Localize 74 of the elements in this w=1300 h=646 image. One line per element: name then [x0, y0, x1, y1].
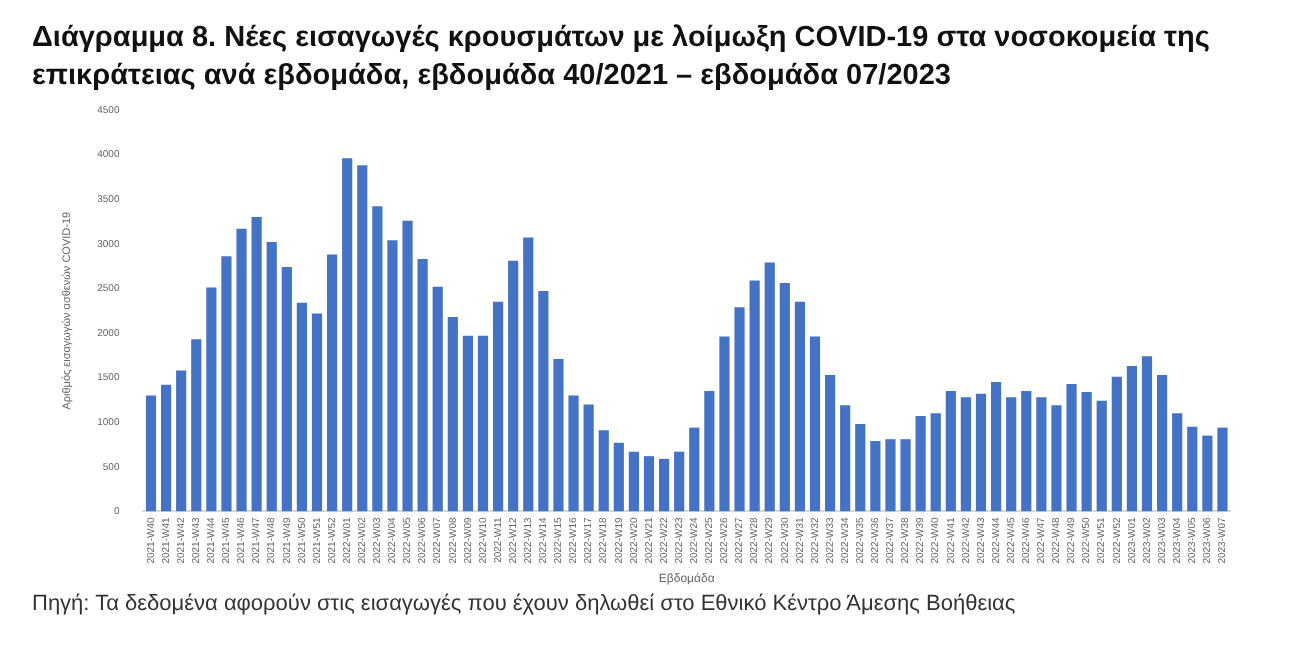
bar [749, 280, 760, 512]
bar [1202, 435, 1213, 512]
bar [915, 416, 926, 512]
bar [960, 397, 971, 512]
bar [689, 427, 700, 512]
bar [538, 291, 549, 512]
bar [870, 440, 881, 512]
bar [900, 439, 911, 512]
bar [1036, 397, 1047, 512]
bar [1096, 400, 1107, 512]
bar [221, 256, 232, 512]
bar [613, 442, 624, 512]
bar [1141, 356, 1153, 512]
chart-title: Διάγραμμα 8. Νέες εισαγωγές κρουσμάτων με λοίμωξη COVID-19 στα νοσοκομεία της επικράτειας ανά εβδομάδα, εβδομάδα 40/2021 – εβδομάδα 07/2023 [32, 20, 1212, 96]
bar [326, 254, 338, 512]
bar [764, 262, 775, 512]
bar [809, 336, 821, 512]
bar [628, 451, 639, 512]
bar [1217, 427, 1228, 512]
bar [523, 237, 534, 512]
bar [508, 260, 519, 512]
bar [1066, 383, 1077, 512]
bar [432, 286, 443, 512]
bar [658, 458, 670, 512]
bar [145, 395, 157, 512]
bar [855, 424, 866, 512]
bar [840, 405, 851, 512]
bar [447, 316, 458, 512]
bar [236, 228, 247, 512]
bar [402, 220, 413, 512]
bar [1081, 391, 1092, 512]
bar [930, 413, 941, 512]
bar [991, 382, 1002, 512]
bar [160, 384, 172, 512]
bar [704, 391, 715, 512]
bar [357, 165, 368, 512]
bar [1006, 397, 1017, 512]
bar [825, 374, 836, 512]
bar [583, 404, 594, 512]
bar [1126, 366, 1137, 512]
bar [296, 302, 307, 512]
bar [1172, 413, 1183, 512]
bar [885, 439, 896, 512]
bar [1111, 376, 1122, 512]
bar [643, 456, 655, 512]
bar [734, 307, 745, 512]
bar [281, 267, 292, 512]
bar [462, 335, 473, 512]
bar [945, 391, 956, 512]
bar [492, 301, 504, 512]
bar [206, 287, 217, 512]
bar [266, 242, 277, 512]
bar [568, 395, 579, 512]
bar [719, 336, 730, 512]
bar [342, 158, 353, 512]
text: Πηγή: Τα δεδομένα αφορούν στις εισαγωγές που έχουν δηλωθεί στο Εθνικό Κέντρο Άμεσης Βοήθειας [32, 592, 1018, 616]
bar [387, 240, 398, 512]
bar [794, 301, 805, 512]
bar [674, 451, 685, 512]
bar [598, 430, 609, 512]
bar [1051, 405, 1062, 512]
bar [477, 335, 489, 512]
bar [417, 258, 428, 512]
bar [372, 206, 383, 512]
bar [311, 313, 323, 512]
bar [176, 370, 187, 512]
bar [1021, 391, 1032, 512]
bar [251, 217, 262, 512]
bar [779, 283, 790, 512]
bar [1157, 374, 1168, 512]
bar [975, 393, 987, 512]
bar [191, 339, 202, 512]
bar [553, 358, 564, 512]
bar [1187, 426, 1198, 512]
